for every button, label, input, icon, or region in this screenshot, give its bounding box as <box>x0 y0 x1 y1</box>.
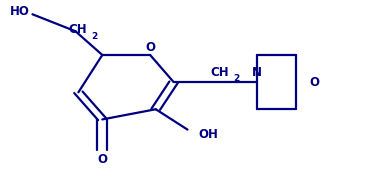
Text: 2: 2 <box>91 32 97 41</box>
Text: CH: CH <box>68 23 87 36</box>
Text: OH: OH <box>198 128 218 141</box>
Text: O: O <box>309 76 320 89</box>
Text: 2: 2 <box>233 74 239 83</box>
Text: CH: CH <box>210 66 229 79</box>
Text: N: N <box>252 66 262 79</box>
Text: HO: HO <box>9 5 29 18</box>
Text: O: O <box>98 153 107 166</box>
Text: O: O <box>145 41 155 54</box>
